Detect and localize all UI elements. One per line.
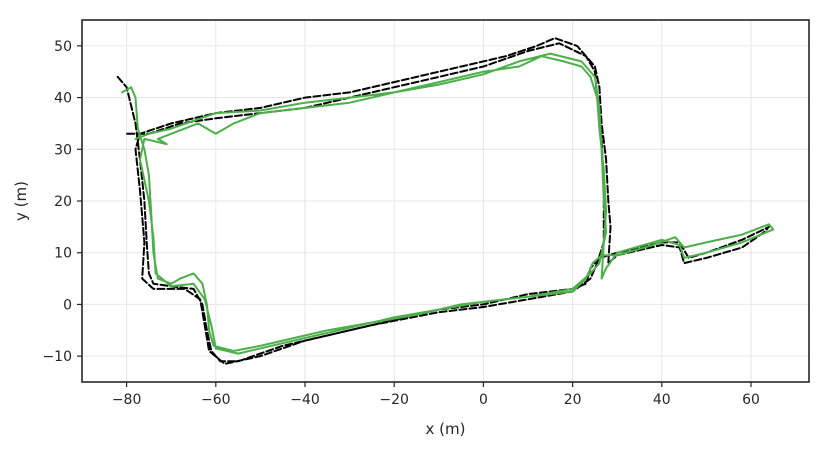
y-tick-label: 30 (54, 142, 72, 158)
y-tick-label: −10 (42, 349, 72, 365)
ticks: −80 −60 −40 −20 0 20 40 60 −10 0 10 20 30 40 50 (42, 39, 759, 408)
y-axis-label: y (m) (12, 181, 30, 221)
series-line-2 (121, 52, 775, 355)
grid (82, 20, 809, 382)
y-tick-label: 20 (54, 194, 72, 210)
x-tick-label: −40 (290, 392, 320, 408)
x-tick-label: −20 (379, 392, 409, 408)
y-tick-label: 0 (63, 297, 72, 313)
x-axis-label: x (m) (426, 420, 466, 438)
series-group (116, 37, 775, 365)
x-tick-label: 0 (479, 392, 488, 408)
y-tick-label: 10 (54, 246, 72, 262)
y-tick-label: 50 (54, 39, 72, 55)
x-tick-label: −80 (112, 392, 142, 408)
y-tick-label: 40 (54, 91, 72, 107)
x-tick-label: −60 (201, 392, 231, 408)
x-tick-label: 20 (564, 392, 582, 408)
x-tick-label: 40 (653, 392, 671, 408)
x-tick-label: 60 (742, 392, 760, 408)
